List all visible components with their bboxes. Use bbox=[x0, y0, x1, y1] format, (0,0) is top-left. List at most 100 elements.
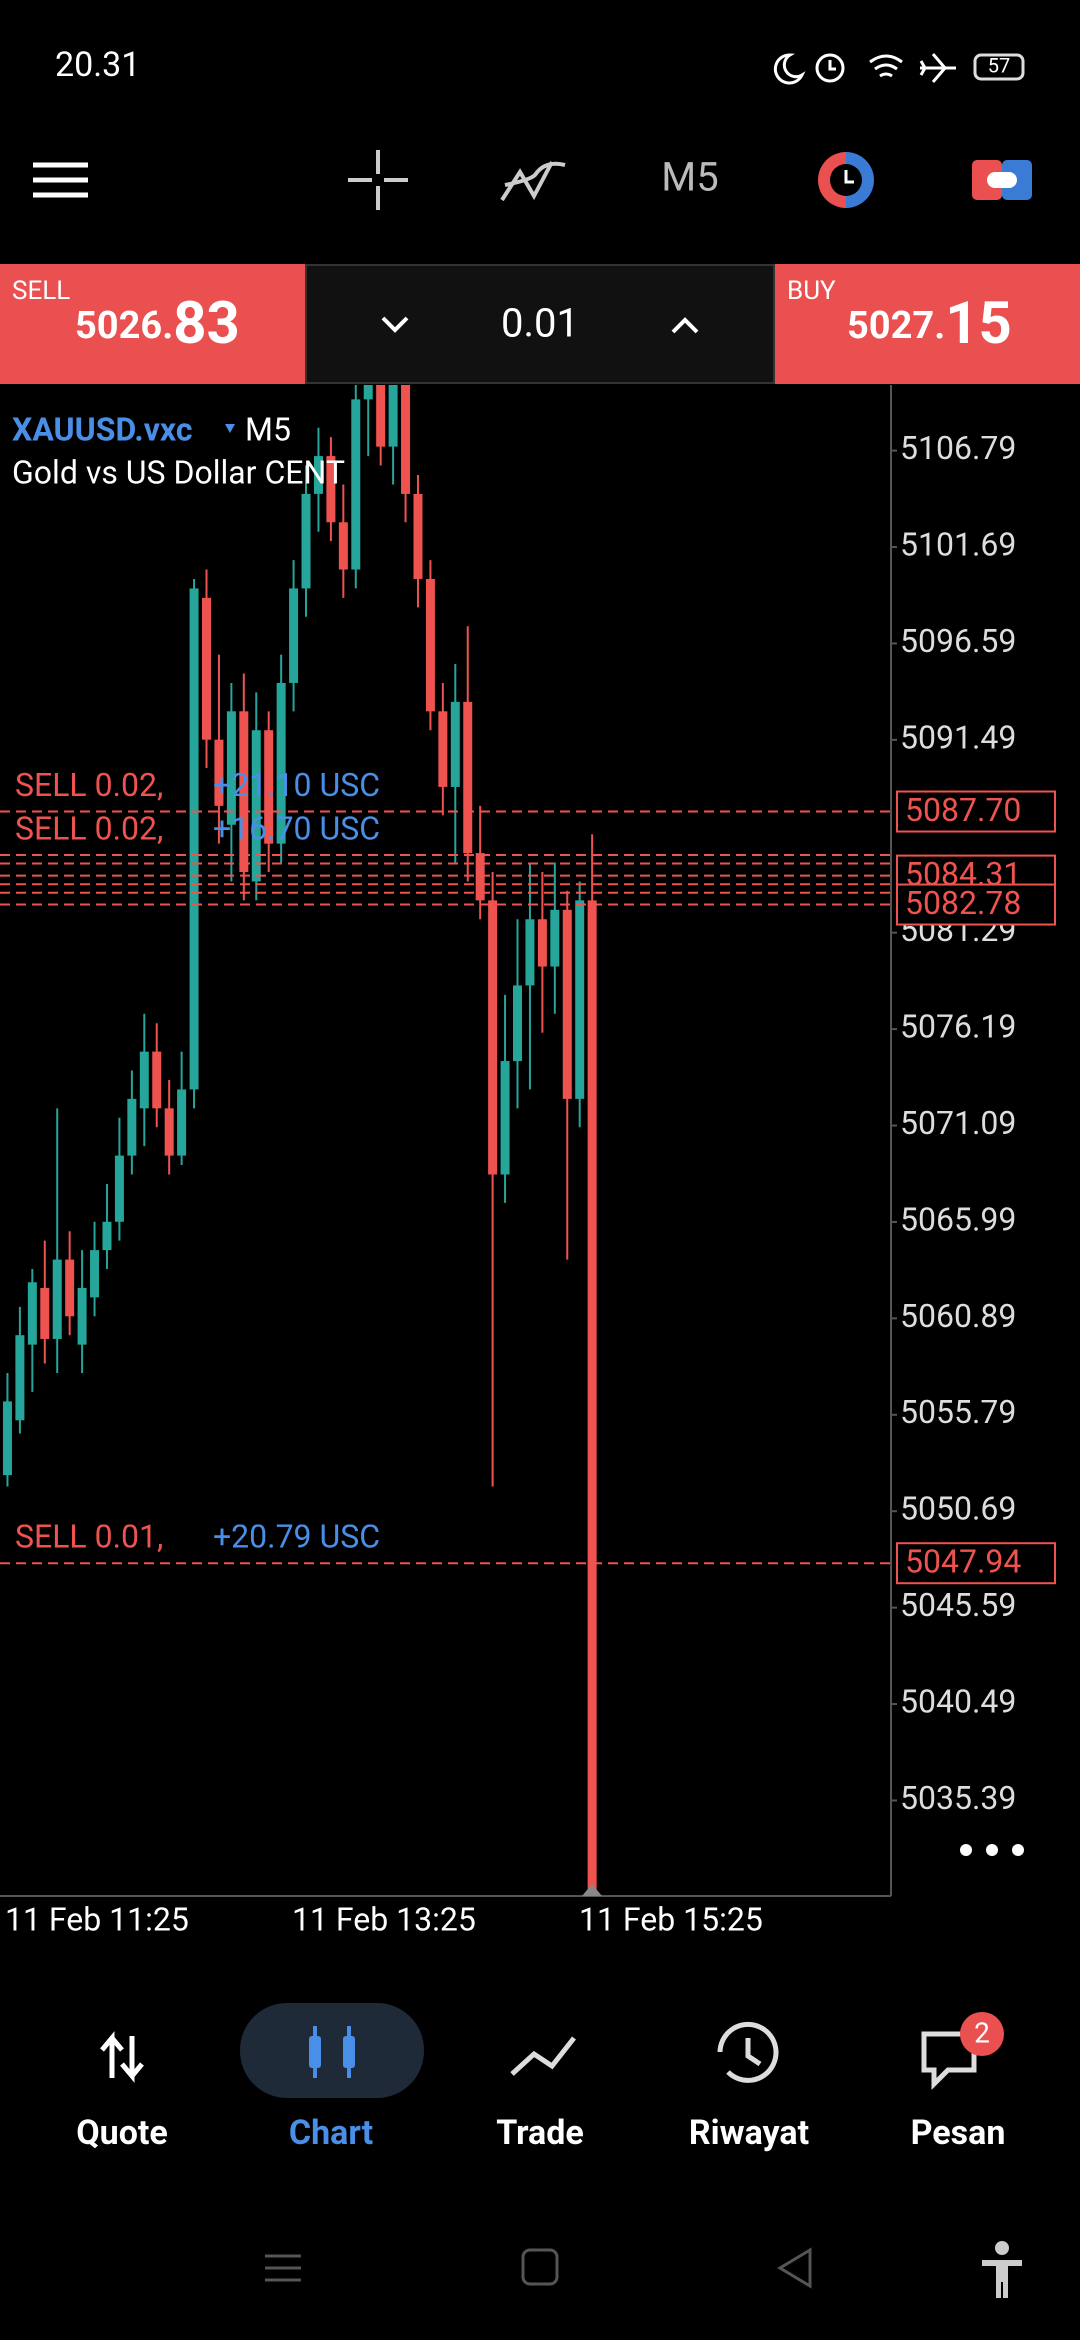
candle-body bbox=[301, 493, 311, 589]
position-label: SELL 0.02, bbox=[15, 766, 163, 804]
timeframe-button[interactable]: M5 bbox=[661, 154, 718, 201]
position-profit: +21.10 USC bbox=[213, 766, 380, 804]
trade-icon bbox=[510, 2036, 576, 2076]
candle-body bbox=[226, 711, 236, 825]
status-time: 20.31 bbox=[55, 45, 140, 85]
candle-body bbox=[164, 1108, 174, 1156]
candle-body bbox=[488, 900, 498, 1175]
candle-body bbox=[438, 711, 448, 787]
volume-down[interactable] bbox=[381, 316, 409, 333]
candle-body bbox=[177, 1089, 187, 1156]
message-badge-count: 2 bbox=[974, 2016, 990, 2049]
candle-body bbox=[525, 919, 535, 986]
volume-up[interactable] bbox=[671, 317, 699, 334]
candle-body bbox=[550, 909, 560, 967]
sell-price-main: 5026. bbox=[75, 304, 173, 348]
quote-icon bbox=[100, 2031, 144, 2083]
nav-item[interactable]: Riwayat bbox=[689, 2113, 809, 2153]
candle-body bbox=[90, 1250, 100, 1298]
candle-body bbox=[376, 385, 386, 447]
candle-body bbox=[413, 493, 423, 579]
y-tick-label: 5091.49 bbox=[900, 718, 1016, 756]
candle-body bbox=[127, 1098, 137, 1156]
trade-mode-button[interactable] bbox=[972, 160, 1032, 200]
system-home[interactable] bbox=[521, 2248, 559, 2286]
nav-active-pill bbox=[240, 2003, 424, 2098]
crosshair-button[interactable] bbox=[348, 150, 408, 210]
candle-body bbox=[15, 1335, 25, 1421]
menu-button[interactable] bbox=[33, 162, 88, 198]
candle-body bbox=[537, 919, 547, 967]
candle-body bbox=[575, 900, 585, 1099]
candle-body bbox=[450, 701, 460, 787]
battery-icon bbox=[973, 53, 1025, 81]
chart-overlay: 5106.795101.695096.595091.495081.295076.… bbox=[0, 429, 1056, 1817]
nav-item[interactable]: Trade bbox=[496, 2113, 584, 2153]
candle-body bbox=[587, 900, 597, 1895]
y-tick-label: 5101.69 bbox=[900, 525, 1016, 563]
candle-body bbox=[562, 909, 572, 1099]
moon-icon bbox=[773, 53, 806, 85]
candle-body bbox=[425, 578, 435, 712]
nav-item[interactable]: Chart bbox=[289, 2113, 373, 2153]
position-label: SELL 0.01, bbox=[15, 1518, 163, 1556]
chart-timeframe: M5 bbox=[245, 410, 291, 448]
candle-body bbox=[102, 1221, 112, 1251]
candle-body bbox=[264, 730, 274, 844]
y-tick-label: 5035.39 bbox=[900, 1779, 1016, 1817]
battery-level: 57 bbox=[988, 53, 1010, 77]
accessibility-button[interactable] bbox=[982, 2241, 1022, 2298]
y-tick-label: 5050.69 bbox=[900, 1490, 1016, 1528]
price-tag-box bbox=[896, 790, 1056, 833]
price-tag: 5047.94 bbox=[905, 1543, 1021, 1581]
alarm-hands bbox=[828, 60, 836, 71]
indicators-button[interactable] bbox=[500, 161, 566, 202]
nav-item[interactable]: Quote bbox=[76, 2113, 168, 2153]
volume[interactable]: 0.01 bbox=[501, 300, 579, 347]
plot-area bbox=[2, 385, 597, 1895]
price-tag-box bbox=[896, 883, 1056, 926]
system-recents[interactable] bbox=[265, 2254, 301, 2282]
candle-body bbox=[52, 1259, 62, 1339]
sell-price-big: 83 bbox=[173, 290, 240, 358]
time-label: 11 Feb 11:25 bbox=[5, 1900, 189, 1938]
time-label: 11 Feb 15:25 bbox=[579, 1900, 763, 1938]
buy-price-big: 15 bbox=[945, 290, 1012, 358]
candle-body bbox=[351, 399, 361, 570]
volume-box bbox=[305, 264, 775, 384]
candle-body bbox=[401, 385, 411, 494]
one-click-trading-button[interactable] bbox=[818, 152, 874, 208]
candle-body bbox=[152, 1051, 162, 1109]
y-tick-label: 5076.19 bbox=[900, 1008, 1016, 1046]
nav-labels: Quote Chart Trade Riwayat Pesan bbox=[76, 2113, 1005, 2153]
history-icon bbox=[717, 2021, 779, 2083]
nav-bar: 2 Quote Chart Trade Riwayat Pesan bbox=[76, 2003, 1005, 2153]
airplane-icon bbox=[919, 53, 956, 83]
more-button[interactable] bbox=[960, 1844, 1024, 1856]
candle-body bbox=[251, 730, 261, 882]
sell-button[interactable] bbox=[0, 264, 305, 384]
buy-price: 5027.15 bbox=[847, 290, 1012, 358]
y-tick-label: 5071.09 bbox=[900, 1104, 1016, 1142]
current-bar-marker bbox=[582, 1884, 602, 1896]
position-label: SELL 0.02, bbox=[15, 809, 163, 847]
buy-label: BUY bbox=[787, 276, 836, 306]
candle-body bbox=[65, 1259, 75, 1317]
y-tick-label: 5060.89 bbox=[900, 1297, 1016, 1335]
symbol-name[interactable]: XAUUSD.vxc bbox=[12, 410, 193, 448]
nav-item[interactable]: Pesan bbox=[911, 2113, 1006, 2153]
candle-body bbox=[338, 522, 348, 570]
candle-body bbox=[239, 711, 249, 873]
buy-button[interactable] bbox=[775, 264, 1080, 384]
y-tick-label: 5040.49 bbox=[900, 1683, 1016, 1721]
system-back[interactable] bbox=[777, 2247, 812, 2289]
candle-body bbox=[2, 1401, 12, 1476]
price-tag: 5082.78 bbox=[905, 884, 1021, 922]
time-label: 11 Feb 13:25 bbox=[292, 1900, 476, 1938]
candle-body bbox=[289, 588, 299, 683]
symbol-dropdown[interactable] bbox=[225, 424, 235, 433]
candle-body bbox=[326, 456, 336, 523]
status-icons bbox=[773, 53, 1025, 85]
candle-body bbox=[500, 1061, 510, 1175]
